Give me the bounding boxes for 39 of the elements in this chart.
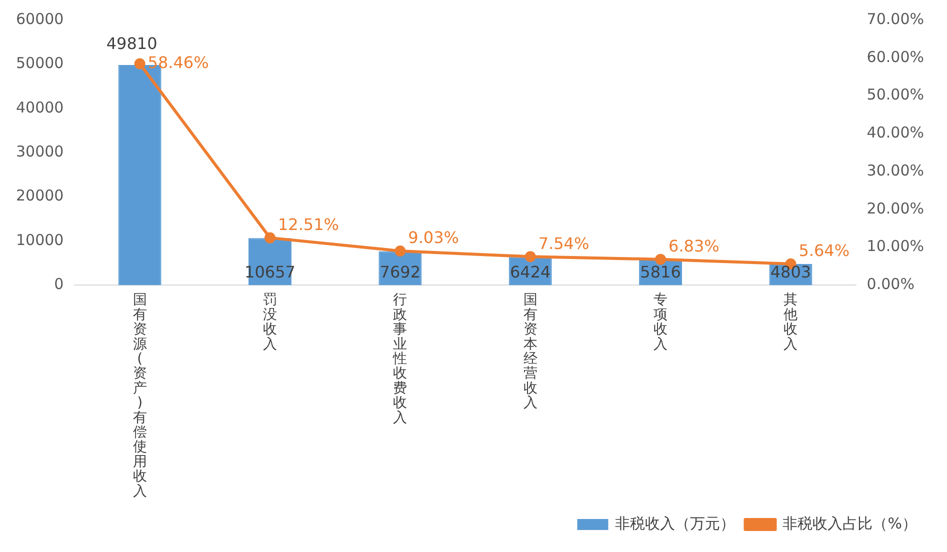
x-tick-label: 国有资本经营收入	[523, 292, 538, 412]
data-label: 12.51%	[278, 214, 340, 234]
x-tick-label: 专项收入	[654, 292, 668, 352]
point	[394, 245, 406, 256]
y2-tick-label: 60.00%	[866, 48, 924, 66]
data-label: 7692	[380, 262, 421, 282]
y2-tick-label: 20.00%	[866, 199, 924, 218]
category-label: 行政事业性收费收入	[393, 292, 408, 426]
y-tick-label: 10000	[16, 230, 64, 249]
y-tick-label: 50000	[16, 54, 64, 72]
y-tick-label: 0	[54, 275, 64, 294]
point	[134, 58, 146, 70]
legend-label: 非税收入占比（%）	[782, 514, 918, 532]
data-label: 58.46%	[148, 52, 209, 72]
data-label: 6.83%	[668, 236, 720, 256]
y2-tick-label: 30.00%	[866, 161, 924, 180]
data-label: 7.54%	[538, 234, 590, 253]
y-tick-label: 30000	[16, 142, 64, 160]
y2-tick-label: 50.00%	[866, 86, 924, 104]
y-tick-label: 20000	[16, 186, 64, 205]
data-label: 6424	[510, 262, 551, 282]
data-label: 9.03%	[408, 228, 459, 248]
x-tick-label: 罚没收入	[262, 292, 277, 352]
point	[264, 232, 276, 244]
data-label: 4803	[770, 262, 812, 282]
y2-tick-label: 70.00%	[866, 10, 924, 28]
data-label: 5.64%	[798, 240, 850, 260]
data-label: 5816	[640, 262, 681, 282]
y2-tick-label: 40.00%	[866, 124, 924, 142]
y-tick-label: 40000	[16, 98, 64, 116]
y2-tick-label: 0.00%	[866, 275, 914, 294]
data-label: 49810	[106, 34, 158, 54]
legend-label: 非税收入（万元）	[615, 514, 736, 532]
point	[524, 251, 536, 262]
point	[655, 254, 666, 265]
x-tick-label: 其他收入	[784, 292, 798, 352]
y-tick-label: 60000	[16, 10, 64, 28]
category-label: 国有资源(资产)有偿使用收入	[132, 292, 147, 500]
y2-tick-label: 10.00%	[866, 237, 924, 256]
